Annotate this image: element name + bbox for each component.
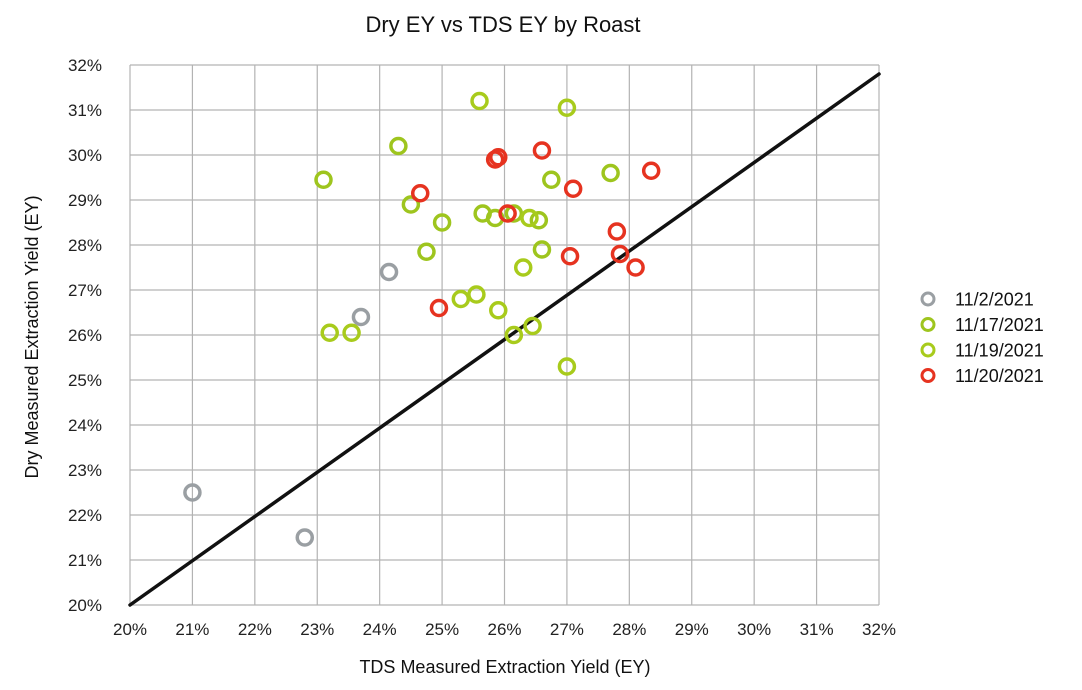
y-tick-label: 31%: [68, 101, 102, 120]
legend-marker: [920, 368, 936, 383]
y-tick-label: 21%: [68, 551, 102, 570]
x-tick-label: 30%: [737, 620, 771, 639]
data-point-series-2: [314, 170, 333, 189]
data-point-series-2: [432, 213, 452, 232]
data-points: [183, 91, 661, 547]
y-tick-label: 22%: [68, 506, 102, 525]
grid: [129, 64, 880, 606]
data-point-series-3: [520, 208, 539, 228]
legend-label: 11/19/2021: [955, 341, 1044, 361]
y-tick-label: 28%: [68, 236, 102, 255]
data-point-series-3: [470, 91, 489, 111]
data-point-series-2: [504, 204, 524, 223]
data-point-series-4: [626, 258, 645, 277]
legend-marker: [920, 317, 936, 332]
data-point-series-4: [563, 179, 583, 198]
data-point-series-2: [532, 240, 552, 259]
reference-line-group: [128, 72, 881, 607]
y-tick-label: 25%: [68, 371, 102, 390]
x-tick-label: 31%: [800, 620, 834, 639]
legend-label: 11/2/2021: [955, 290, 1034, 310]
x-tick-labels: 20% 21% 22% 23% 24% 25% 26% 27% 28% 29% 30% 31% 32%: [113, 620, 896, 639]
x-tick-label: 25%: [425, 620, 459, 639]
legend-marker: [920, 291, 936, 307]
y-tick-label: 29%: [68, 191, 102, 210]
data-point-series-3: [523, 316, 542, 336]
y-tick-label: 27%: [68, 281, 102, 300]
x-tick-label: 26%: [487, 620, 521, 639]
y-tick-label: 20%: [68, 596, 102, 615]
y-tick-label: 23%: [68, 461, 102, 480]
x-tick-label: 22%: [238, 620, 272, 639]
data-point-series-1: [295, 528, 315, 547]
data-point-series-3: [489, 301, 508, 320]
x-tick-label: 23%: [300, 620, 334, 639]
data-point-series-2: [529, 211, 549, 230]
y-tick-label: 24%: [68, 416, 102, 435]
x-axis-title: TDS Measured Extraction Yield (EY): [359, 657, 650, 677]
data-point-series-4: [489, 148, 508, 167]
data-point-series-2: [389, 136, 408, 156]
data-point-series-4: [560, 247, 580, 266]
data-point-series-3: [320, 323, 339, 342]
data-point-series-2: [417, 242, 436, 261]
data-point-series-4: [429, 298, 449, 318]
y-tick-label: 30%: [68, 146, 102, 165]
chart-title: Dry EY vs TDS EY by Roast: [365, 12, 640, 37]
data-point-series-3: [513, 258, 533, 277]
data-point-series-3: [557, 98, 577, 117]
legend-label: 11/20/2021: [955, 366, 1044, 386]
data-point-series-3: [504, 325, 524, 345]
data-point-series-1: [379, 262, 399, 282]
y-axis-title: Dry Measured Extraction Yield (EY): [22, 195, 42, 478]
data-point-series-3: [342, 323, 361, 342]
reference-line: [128, 72, 881, 607]
y-tick-labels: 20% 21% 22% 23% 24% 25% 26% 27% 28% 29% 30% 31% 32%: [68, 56, 102, 615]
data-point-series-4: [607, 222, 627, 241]
data-point-series-2: [601, 163, 620, 183]
x-tick-label: 29%: [675, 620, 709, 639]
x-tick-label: 20%: [113, 620, 147, 639]
data-point-series-4: [532, 141, 552, 160]
data-point-series-2: [401, 195, 421, 214]
x-tick-label: 32%: [862, 620, 896, 639]
data-point-series-4: [498, 204, 517, 223]
data-point-series-4: [610, 244, 630, 264]
data-point-series-2: [542, 170, 561, 189]
data-point-series-3: [467, 285, 486, 304]
y-tick-label: 32%: [68, 56, 102, 75]
x-tick-label: 28%: [612, 620, 646, 639]
legend-label: 11/17/2021: [955, 315, 1044, 335]
legend: 11/2/2021 11/17/2021 11/19/2021 11/20/2021: [920, 290, 1044, 386]
data-point-series-3: [557, 357, 577, 376]
data-point-series-3: [451, 289, 471, 309]
x-tick-label: 21%: [175, 620, 209, 639]
data-point-series-1: [351, 307, 371, 327]
x-tick-label: 24%: [363, 620, 397, 639]
legend-marker: [920, 342, 936, 358]
data-point-series-1: [183, 483, 202, 502]
y-tick-label: 26%: [68, 326, 102, 345]
x-tick-label: 27%: [550, 620, 584, 639]
data-point-series-4: [641, 161, 661, 180]
data-point-series-4: [410, 184, 430, 203]
